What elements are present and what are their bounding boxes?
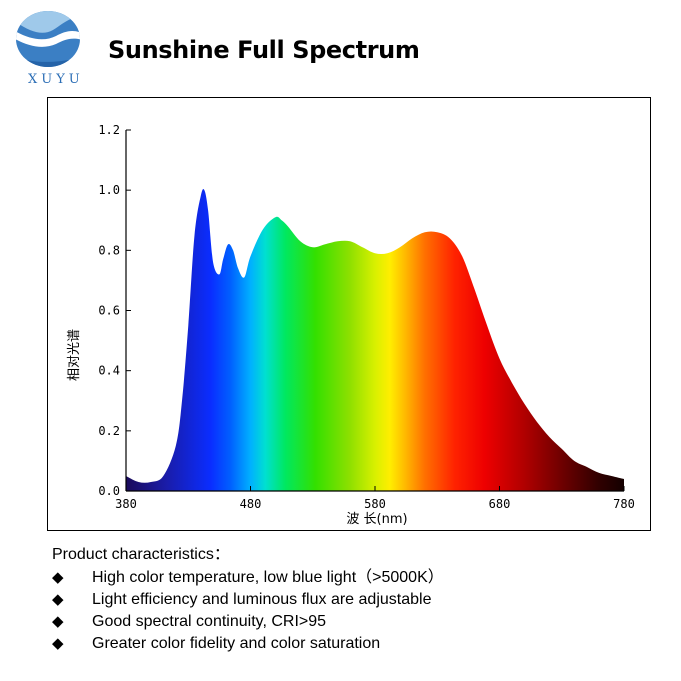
diamond-icon: ◆ [52, 591, 64, 608]
chart-frame [47, 97, 651, 531]
x-tick-label: 380 [115, 497, 137, 511]
spectrum-chart: 0.0 0.2 0.4 0.6 0.8 1.0 1.2 380 480 580 680 780 相对光… [67, 123, 635, 527]
y-tick-label: 0.8 [98, 243, 120, 257]
diamond-icon: ◆ [52, 569, 64, 586]
y-tick-label: 1.0 [98, 183, 120, 197]
x-tick-label: 580 [364, 497, 386, 511]
x-tick-label: 780 [613, 497, 635, 511]
y-axis-title: 相对光谱 [67, 329, 82, 381]
product-heading: Product characteristics： [52, 546, 230, 563]
y-tick-label: 0.0 [98, 484, 120, 498]
feature-text: Good spectral continuity, CRI>95 [92, 613, 327, 630]
feature-text: Greater color fidelity and color saturat… [92, 635, 381, 652]
feature-item: ◆ Light efficiency and luminous flux are … [52, 589, 444, 611]
spectrum-area [126, 188, 624, 491]
feature-item: ◆ Good spectral continuity, CRI>95 [52, 611, 444, 633]
brand-logo: XUYU [8, 6, 94, 90]
y-tick-label: 0.4 [98, 364, 120, 378]
feature-item: ◆ Greater color fidelity and color satura… [52, 633, 444, 655]
feature-text: Light efficiency and luminous flux are a… [92, 591, 432, 608]
x-tick-label: 680 [489, 497, 511, 511]
feature-item: ◆ High color temperature, low blue light（… [52, 567, 444, 589]
feature-text: High color temperature, low blue light（>… [92, 569, 444, 586]
y-tick-label: 0.2 [98, 424, 120, 438]
y-tick-label: 0.6 [98, 304, 120, 318]
diamond-icon: ◆ [52, 613, 64, 630]
feature-list: ◆ High color temperature, low blue light（… [52, 567, 444, 655]
diamond-icon: ◆ [52, 635, 64, 652]
x-axis-title: 波 长(nm) [346, 512, 407, 527]
globe-icon [16, 11, 80, 67]
brand-name: XUYU [28, 72, 84, 87]
product-characteristics: Product characteristics： ◆ High color tem… [52, 544, 444, 655]
x-tick-label: 480 [240, 497, 262, 511]
page-title: Sunshine Full Spectrum [108, 36, 420, 64]
y-tick-label: 1.2 [98, 123, 120, 137]
